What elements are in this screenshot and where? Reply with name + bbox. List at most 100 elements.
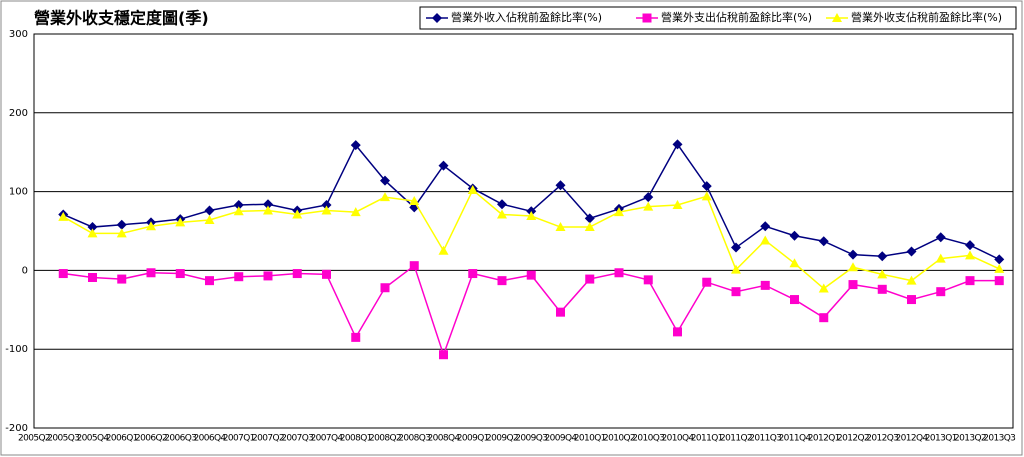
data-point: [233, 199, 244, 210]
data-point: [731, 242, 741, 253]
data-point: [994, 276, 1004, 286]
data-point: [760, 221, 771, 232]
data-point: [263, 271, 273, 281]
data-point: [760, 235, 771, 245]
x-tick-label: 2013Q2: [954, 434, 986, 444]
legend-label: 營業外收支佔稅前盈餘比率(%): [851, 10, 1002, 24]
data-point: [526, 211, 537, 221]
data-point: [58, 211, 69, 221]
data-point: [585, 274, 595, 284]
data-point: [234, 272, 244, 282]
data-point: [438, 160, 449, 171]
data-point: [848, 262, 858, 272]
data-point: [965, 250, 975, 260]
data-point: [322, 269, 331, 279]
data-point: [88, 272, 97, 282]
data-point: [790, 295, 799, 305]
data-point: [584, 222, 595, 232]
data-point: [204, 214, 215, 224]
x-tick-label: 2010Q3: [632, 434, 664, 444]
x-tick-label: 2007Q3: [281, 434, 313, 444]
data-point: [497, 199, 507, 210]
data-point: [321, 199, 332, 210]
data-point: [555, 180, 566, 191]
data-point: [906, 275, 917, 285]
x-tick-label: 2013Q3: [983, 434, 1015, 444]
data-point: [87, 228, 98, 238]
data-point: [350, 140, 361, 151]
x-tick-label: 2010Q1: [574, 434, 606, 444]
data-point: [116, 219, 127, 230]
data-point: [642, 13, 652, 23]
x-tick-label: 2006Q4: [193, 434, 226, 444]
data-point: [643, 201, 654, 211]
data-point: [672, 199, 683, 209]
data-point: [409, 196, 420, 206]
data-point: [292, 269, 302, 279]
data-point: [818, 283, 829, 293]
data-point: [292, 209, 303, 219]
y-tick-label: 100: [9, 187, 28, 198]
y-tick-label: -100: [5, 344, 28, 355]
x-tick-label: 2008Q4: [427, 434, 460, 444]
data-point: [643, 192, 654, 203]
y-tick-label: 0: [22, 265, 28, 276]
x-tick-label: 2008Q2: [369, 434, 401, 444]
x-tick-label: 2008Q1: [340, 434, 372, 444]
data-point: [175, 269, 185, 279]
data-point: [263, 199, 273, 210]
x-tick-label: 2011Q2: [720, 434, 752, 444]
data-point: [526, 270, 536, 280]
chart-title: 營業外收支穩定度圖(季): [34, 9, 209, 28]
x-tick-label: 2009Q4: [544, 434, 577, 444]
x-tick-label: 2012Q1: [808, 434, 840, 444]
data-point: [832, 13, 842, 22]
data-point: [673, 327, 682, 337]
data-point: [935, 253, 946, 263]
legend-box: [419, 6, 1017, 30]
data-point: [321, 205, 332, 215]
data-point: [116, 228, 127, 238]
x-tick-label: 2011Q3: [749, 434, 781, 444]
x-tick-label: 2005Q4: [76, 434, 109, 444]
data-point: [146, 221, 156, 231]
data-point: [117, 274, 127, 284]
data-point: [643, 275, 653, 285]
x-tick-label: 2005Q3: [47, 434, 79, 444]
data-point: [497, 209, 507, 219]
x-tick-label: 2012Q4: [895, 434, 928, 444]
data-point: [936, 287, 946, 297]
data-point: [877, 251, 888, 262]
data-point: [701, 191, 712, 201]
data-point: [994, 254, 1005, 265]
x-tick-label: 2005Q2: [18, 434, 50, 444]
data-point: [146, 268, 156, 278]
data-point: [409, 261, 419, 271]
x-tick-label: 2007Q4: [310, 434, 343, 444]
x-tick-label: 2013Q1: [925, 434, 957, 444]
data-point: [556, 307, 565, 317]
data-point: [731, 287, 741, 297]
x-tick-label: 2010Q4: [661, 434, 694, 444]
legend-label: 營業外支出佔稅前盈餘比率(%): [661, 10, 812, 24]
data-point: [497, 276, 507, 286]
data-point: [965, 240, 975, 251]
x-tick-label: 2012Q3: [866, 434, 898, 444]
data-point: [819, 313, 829, 323]
x-tick-label: 2010Q2: [603, 434, 635, 444]
data-point: [848, 280, 858, 290]
data-point: [818, 236, 829, 247]
data-point: [438, 245, 449, 255]
data-point: [760, 280, 770, 290]
data-point: [994, 263, 1005, 273]
data-point: [584, 213, 595, 224]
data-point: [614, 207, 624, 217]
x-tick-label: 2006Q2: [135, 434, 167, 444]
data-point: [350, 207, 361, 217]
y-tick-label: 300: [9, 29, 28, 40]
data-point: [205, 276, 214, 286]
data-point: [731, 264, 741, 274]
data-point: [906, 246, 917, 257]
data-point: [907, 295, 916, 305]
